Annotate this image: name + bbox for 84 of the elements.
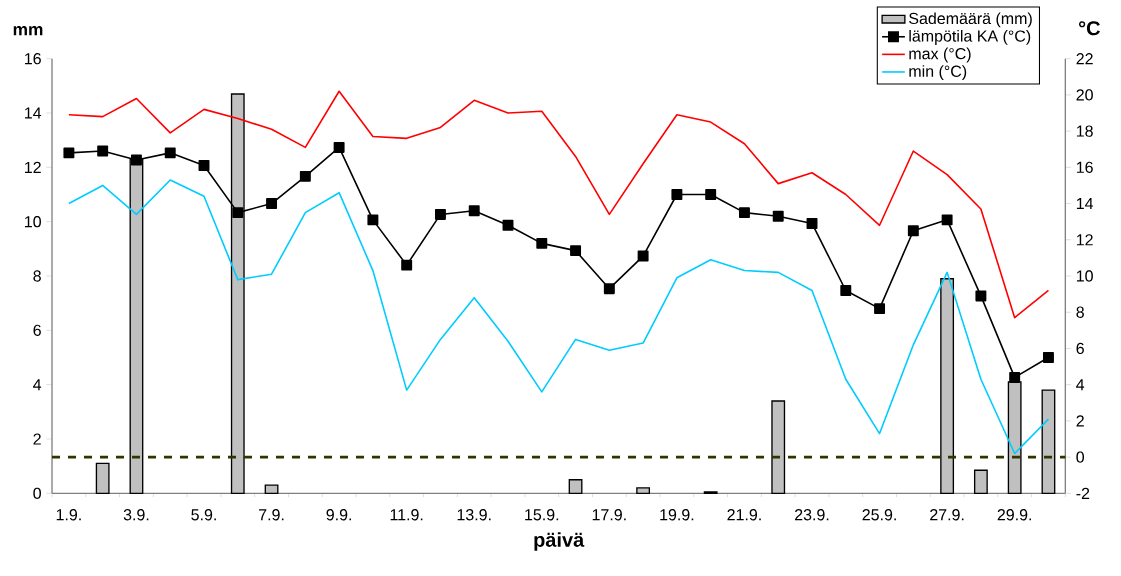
- y-tick-label: 10: [25, 216, 41, 228]
- point: [299, 170, 311, 182]
- y-tick-label: 2: [33, 433, 41, 445]
- legend-label: max (°C): [909, 47, 971, 63]
- x-tick-label: 5.9.: [191, 509, 216, 521]
- x-tick-label: 25.9.: [862, 509, 896, 521]
- y2-tick-label: 20: [1076, 89, 1093, 101]
- point: [536, 237, 548, 249]
- line-series: [68, 90, 1050, 319]
- y2-tick-label: 10: [1076, 270, 1093, 282]
- x-tick-label: 27.9.: [930, 509, 964, 521]
- x-tick-label: 21.9.: [727, 509, 761, 521]
- y2-tick-label: 12: [1076, 234, 1093, 246]
- bar: [973, 469, 988, 494]
- point: [468, 205, 480, 217]
- point: [266, 198, 278, 210]
- y2-tick-label: 6: [1076, 342, 1084, 355]
- x-axis-title: päivä: [534, 532, 585, 551]
- point: [232, 207, 244, 219]
- y2-tick-label: -2: [1076, 487, 1090, 499]
- point: [198, 160, 210, 171]
- bar: [264, 484, 279, 494]
- bar: [95, 462, 110, 494]
- y-tick-label: 12: [25, 161, 41, 173]
- point: [671, 189, 683, 200]
- point: [63, 147, 75, 159]
- x-tick-label: 1.9.: [56, 509, 81, 521]
- point: [130, 154, 142, 166]
- y-tick-label: 6: [33, 324, 41, 336]
- bar: [636, 487, 651, 494]
- y2-tick-label: 14: [1076, 198, 1094, 210]
- x-tick-label: 17.9.: [592, 509, 626, 521]
- legend-label: lämpötila KA (°C): [909, 29, 1031, 45]
- y2-tick-label: 16: [1076, 161, 1093, 173]
- y2-tick-label: 0: [1076, 451, 1085, 463]
- y2-tick-label: 4: [1076, 379, 1085, 391]
- y-axis-title: mm: [13, 25, 43, 36]
- point: [502, 219, 514, 231]
- legend-label: Sademäärä (mm): [909, 12, 1032, 28]
- point: [705, 189, 717, 200]
- bar: [940, 278, 955, 494]
- y2-axis-title: °C: [1079, 21, 1100, 36]
- y-tick-label: 8: [33, 270, 41, 282]
- point: [333, 141, 345, 153]
- point: [772, 210, 784, 222]
- y-tick-label: 16: [25, 53, 41, 65]
- x-tick-label: 11.9.: [390, 509, 423, 521]
- point: [97, 145, 109, 157]
- y-tick-label: 14: [25, 107, 42, 119]
- point: [1009, 371, 1021, 383]
- point: [570, 245, 582, 257]
- point: [1042, 352, 1054, 363]
- y-tick-label: 0: [33, 487, 41, 499]
- point: [975, 290, 987, 302]
- point: [401, 259, 413, 271]
- y2-tick-label: 2: [1076, 415, 1084, 427]
- legend-label: min (°C): [909, 65, 967, 81]
- bar: [771, 400, 786, 494]
- point: [806, 218, 818, 229]
- point: [637, 250, 649, 262]
- x-tick-label: 23.9.: [795, 509, 829, 521]
- y2-tick-label: 22: [1076, 53, 1093, 65]
- point: [164, 147, 176, 159]
- bar: [1041, 389, 1056, 494]
- x-tick-label: 7.9.: [259, 509, 284, 521]
- bar: [568, 479, 583, 494]
- x-tick-label: 19.9.: [660, 509, 694, 521]
- point: [840, 285, 852, 296]
- point: [941, 214, 953, 226]
- point: [738, 207, 750, 219]
- point: [434, 208, 446, 220]
- y2-tick-label: 8: [1076, 306, 1084, 318]
- x-tick-label: 29.9.: [997, 509, 1031, 521]
- point: [367, 214, 379, 226]
- point: [603, 283, 615, 295]
- x-tick-label: 13.9.: [457, 509, 491, 521]
- x-tick-label: 9.9.: [326, 509, 351, 521]
- x-tick-label: 3.9.: [123, 509, 149, 521]
- x-tick-label: 15.9.: [525, 509, 559, 521]
- point: [907, 225, 919, 237]
- line-series: [68, 179, 1050, 455]
- y2-tick-label: 18: [1076, 125, 1093, 137]
- y-tick-label: 4: [33, 379, 42, 391]
- point: [874, 303, 886, 315]
